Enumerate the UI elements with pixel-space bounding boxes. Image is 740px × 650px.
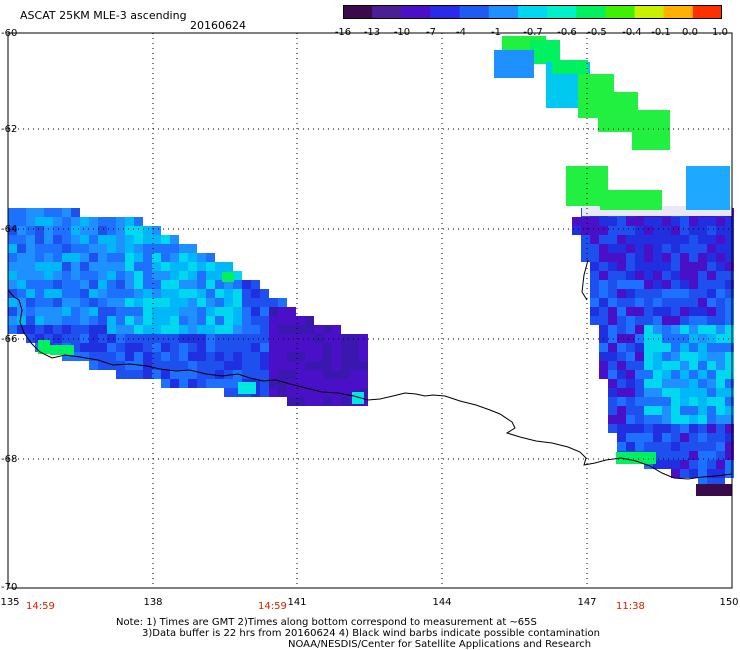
map-frame: [7, 32, 733, 589]
graticule: [8, 33, 732, 588]
lat-label: -66: [1, 334, 18, 345]
lon-label: 147: [577, 597, 597, 608]
lon-label: 141: [287, 597, 307, 608]
lon-label: 135: [0, 597, 20, 608]
pass-time-label: 14:59: [258, 601, 287, 612]
colorbar-swatch: [692, 5, 722, 19]
note-line-1: Note: 1) Times are GMT 2)Times along bot…: [116, 617, 537, 628]
colorbar-swatch: [459, 5, 490, 19]
lon-label: 144: [432, 597, 452, 608]
colorbar: [343, 5, 722, 19]
product-title: ASCAT 25KM MLE-3 ascending: [20, 9, 187, 22]
colorbar-swatch: [430, 5, 461, 19]
lat-label: -68: [1, 454, 18, 465]
pass-time-label: 14:59: [26, 601, 55, 612]
pass-time-label: 11:38: [616, 601, 645, 612]
lat-label: -60: [1, 28, 18, 39]
lat-label: -70: [1, 582, 18, 593]
colorbar-swatch: [401, 5, 432, 19]
product-date: 20160624: [190, 19, 246, 32]
coastline: [7, 289, 733, 480]
colorbar-swatch: [576, 5, 606, 19]
colorbar-swatch: [547, 5, 577, 19]
colorbar-swatch: [372, 5, 402, 19]
scatterometer-cells: [8, 36, 734, 496]
lat-label: -62: [1, 124, 18, 135]
colorbar-swatch: [605, 5, 636, 19]
lat-label: -64: [1, 224, 18, 235]
colorbar-frame: [343, 5, 722, 19]
lon-label: 150: [719, 597, 739, 608]
note-line-3: NOAA/NESDIS/Center for Satellite Applica…: [288, 639, 592, 650]
coastline-east: [581, 259, 589, 301]
colorbar-swatch: [634, 5, 665, 19]
colorbar-swatch: [488, 5, 519, 19]
colorbar-swatch: [343, 5, 373, 19]
lon-label: 138: [143, 597, 163, 608]
colorbar-swatch: [663, 5, 694, 19]
note-line-2: 3)Data buffer is 22 hrs from 20160624 4)…: [142, 628, 600, 639]
colorbar-swatch: [517, 5, 548, 19]
